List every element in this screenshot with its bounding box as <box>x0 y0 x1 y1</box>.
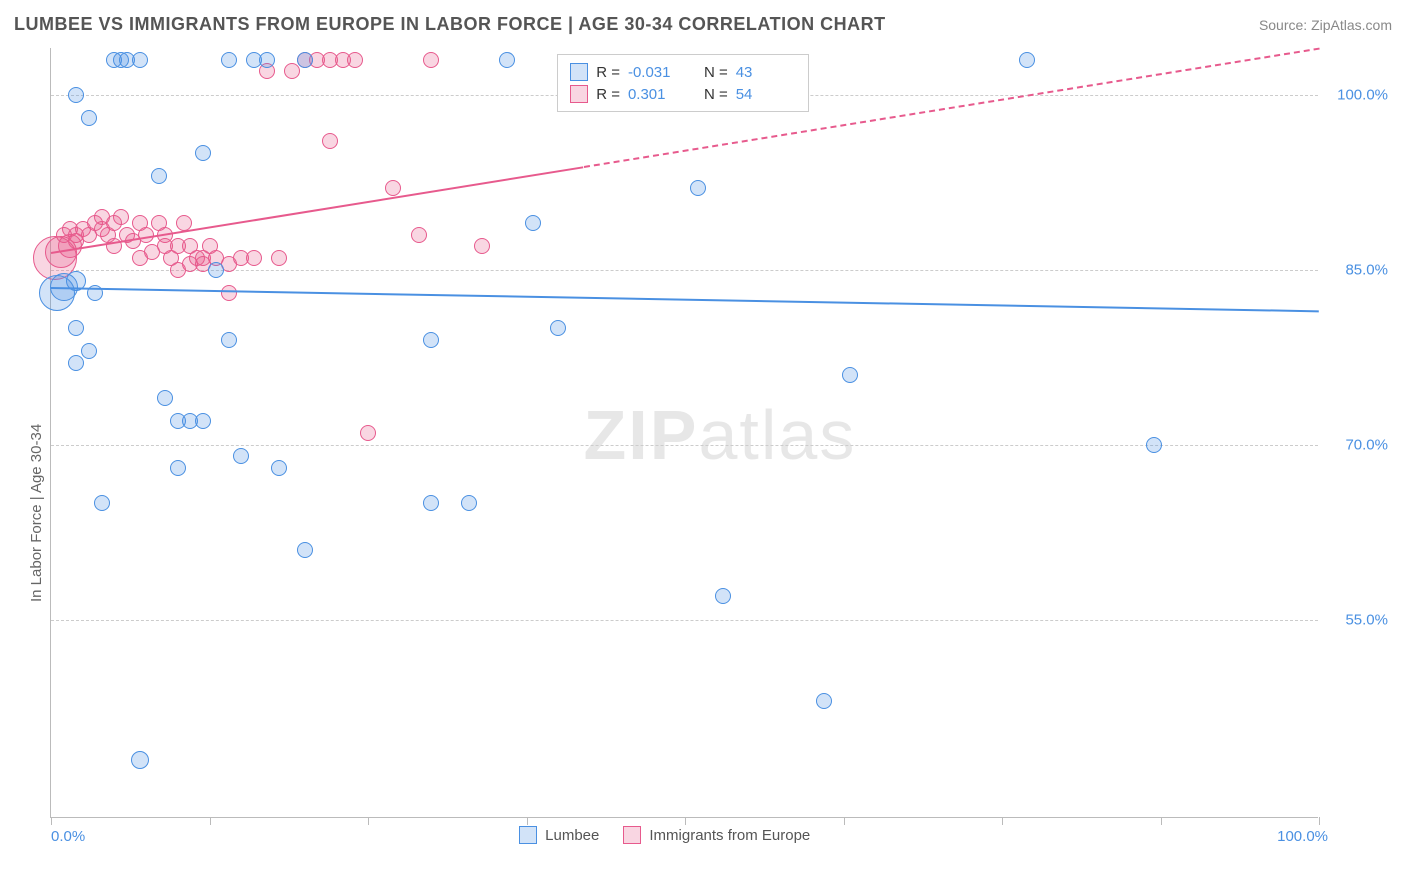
y-axis-title: In Labor Force | Age 30-34 <box>28 424 45 602</box>
n-label: N = <box>704 64 728 81</box>
data-point <box>1019 52 1035 68</box>
legend-label: Lumbee <box>545 827 599 844</box>
legend-swatch <box>623 826 641 844</box>
chart-container: LUMBEE VS IMMIGRANTS FROM EUROPE IN LABO… <box>0 0 1406 892</box>
r-value: -0.031 <box>628 64 688 81</box>
data-point <box>461 495 477 511</box>
chart-title: LUMBEE VS IMMIGRANTS FROM EUROPE IN LABO… <box>14 14 886 35</box>
legend-item: Immigrants from Europe <box>623 826 810 844</box>
data-point <box>132 52 148 68</box>
x-tick <box>210 817 211 825</box>
data-point <box>690 180 706 196</box>
n-label: N = <box>704 86 728 103</box>
data-point <box>113 209 129 225</box>
data-point <box>246 250 262 266</box>
data-point <box>195 413 211 429</box>
data-point <box>297 52 313 68</box>
x-tick <box>368 817 369 825</box>
data-point <box>131 751 149 769</box>
data-point <box>195 145 211 161</box>
y-tick-label: 70.0% <box>1328 436 1388 453</box>
data-point <box>94 495 110 511</box>
gridline <box>51 620 1318 621</box>
data-point <box>842 367 858 383</box>
data-point <box>411 227 427 243</box>
x-tick <box>1319 817 1320 825</box>
data-point <box>151 168 167 184</box>
r-label: R = <box>596 64 620 81</box>
gridline <box>51 445 1318 446</box>
y-tick-label: 55.0% <box>1328 611 1388 628</box>
data-point <box>423 52 439 68</box>
x-tick <box>685 817 686 825</box>
data-point <box>423 495 439 511</box>
y-tick-label: 100.0% <box>1328 86 1388 103</box>
data-point <box>68 355 84 371</box>
plot-area: ZIPatlas 55.0%70.0%85.0%100.0%0.0%100.0% <box>50 48 1318 818</box>
data-point <box>271 460 287 476</box>
legend-swatch <box>519 826 537 844</box>
x-tick <box>1002 817 1003 825</box>
data-point <box>221 285 237 301</box>
source-label: Source: ZipAtlas.com <box>1259 17 1392 33</box>
data-point <box>68 87 84 103</box>
trendline <box>51 287 1319 312</box>
r-label: R = <box>596 86 620 103</box>
data-point <box>68 320 84 336</box>
y-tick-label: 85.0% <box>1328 261 1388 278</box>
data-point <box>322 133 338 149</box>
data-point <box>170 460 186 476</box>
legend-swatch <box>570 85 588 103</box>
watermark: ZIPatlas <box>584 395 857 475</box>
data-point <box>259 52 275 68</box>
watermark-light: atlas <box>698 396 856 474</box>
data-point <box>208 262 224 278</box>
data-point <box>360 425 376 441</box>
n-value: 43 <box>736 64 796 81</box>
data-point <box>221 332 237 348</box>
title-bar: LUMBEE VS IMMIGRANTS FROM EUROPE IN LABO… <box>14 14 1392 35</box>
legend-stat-row: R = -0.031 N = 43 <box>570 61 796 83</box>
data-point <box>1146 437 1162 453</box>
gridline <box>51 270 1318 271</box>
x-tick <box>527 817 528 825</box>
data-point <box>715 588 731 604</box>
watermark-bold: ZIP <box>584 396 699 474</box>
data-point <box>525 215 541 231</box>
data-point <box>284 63 300 79</box>
data-point <box>385 180 401 196</box>
r-value: 0.301 <box>628 86 688 103</box>
n-value: 54 <box>736 86 796 103</box>
x-tick <box>51 817 52 825</box>
data-point <box>347 52 363 68</box>
x-tick <box>844 817 845 825</box>
data-point <box>816 693 832 709</box>
data-point <box>271 250 287 266</box>
x-axis-min-label: 0.0% <box>51 828 85 845</box>
data-point <box>221 52 237 68</box>
legend-swatch <box>570 63 588 81</box>
data-point <box>297 542 313 558</box>
data-point <box>81 110 97 126</box>
legend-stats: R = -0.031 N = 43 R = 0.301 N = 54 <box>557 54 809 112</box>
x-tick <box>1161 817 1162 825</box>
data-point <box>499 52 515 68</box>
data-point <box>81 343 97 359</box>
legend-series: Lumbee Immigrants from Europe <box>519 826 810 844</box>
data-point <box>550 320 566 336</box>
data-point <box>474 238 490 254</box>
x-axis-max-label: 100.0% <box>1277 828 1328 845</box>
data-point <box>423 332 439 348</box>
legend-label: Immigrants from Europe <box>649 827 810 844</box>
legend-item: Lumbee <box>519 826 599 844</box>
trendline <box>51 166 584 254</box>
legend-stat-row: R = 0.301 N = 54 <box>570 83 796 105</box>
data-point <box>233 448 249 464</box>
data-point <box>157 390 173 406</box>
